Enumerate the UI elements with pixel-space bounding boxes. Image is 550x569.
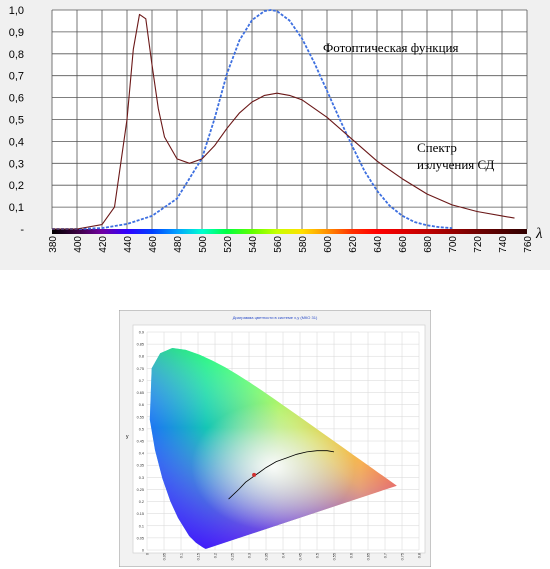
x-tick-label: 580 bbox=[298, 236, 309, 253]
y-tick-label: 1,0 bbox=[9, 5, 24, 17]
x-tick-label: 420 bbox=[98, 236, 109, 253]
y-tick-label: 0,7 bbox=[9, 71, 24, 83]
x-tick-label: 380 bbox=[48, 236, 59, 253]
diagram-x-tick-label: 0.75 bbox=[400, 553, 404, 560]
spectrum-band bbox=[52, 229, 527, 234]
diagram-y-tick-label: 0.65 bbox=[137, 391, 144, 395]
y-tick-labels: 1,0 0,9 0,8 0,7 0,6 0,5 0,4 0,3 0,2 0,1 - bbox=[9, 5, 25, 236]
y-tick-label: 0,6 bbox=[9, 93, 24, 105]
cie-chromaticity-diagram: Диаграмма цветности в системе x,y (МКО 3… bbox=[119, 310, 431, 567]
diagram-x-tick-label: 0 bbox=[145, 553, 149, 555]
x-tick-label: 700 bbox=[448, 236, 459, 253]
diagram-y-tick-label: 0.25 bbox=[137, 488, 144, 492]
led-spectrum-label-line2: излучения СД bbox=[417, 157, 495, 172]
diagram-x-tick-label: 0.65 bbox=[366, 553, 370, 560]
diagram-x-tick-label: 0.6 bbox=[349, 553, 353, 558]
diagram-y-axis-label: y bbox=[126, 434, 129, 440]
x-tick-label: 500 bbox=[198, 236, 209, 253]
y-tick-label: 0,5 bbox=[9, 115, 24, 127]
x-tick-label: 760 bbox=[523, 236, 534, 253]
diagram-y-tick-label: 0.6 bbox=[139, 403, 144, 407]
x-tick-labels: 380 400 420 440 460 480 500 520 540 560 580 600 620 6… bbox=[48, 236, 534, 253]
x-tick-label: 720 bbox=[473, 236, 484, 253]
diagram-x-tick-label: 0.2 bbox=[213, 553, 217, 558]
led-spectrum-label-line1: Спектр bbox=[417, 140, 457, 155]
diagram-y-tick-label: 0.8 bbox=[139, 355, 144, 359]
diagram-y-tick-labels: 0.9 0.85 0.8 0.75 0.7 0.65 0.6 0.55 0.5 0.45 0.4 0.… bbox=[137, 331, 144, 553]
diagram-x-tick-label: 0.15 bbox=[196, 553, 200, 560]
x-tick-label: 480 bbox=[173, 236, 184, 253]
diagram-y-tick-label: 0.15 bbox=[137, 512, 144, 516]
photopic-function-line bbox=[52, 9, 453, 230]
diagram-y-tick-label: 0 bbox=[142, 549, 144, 553]
diagram-title: Диаграмма цветности в системе x,y (МКО 3… bbox=[233, 315, 318, 320]
led-chromaticity-point bbox=[252, 472, 257, 477]
grid bbox=[51, 9, 528, 229]
diagram-y-tick-label: 0.75 bbox=[137, 367, 144, 371]
diagram-x-tick-label: 0.45 bbox=[298, 553, 302, 560]
x-tick-label: 400 bbox=[73, 236, 84, 253]
x-tick-label: 560 bbox=[273, 236, 284, 253]
diagram-y-tick-label: 0.1 bbox=[139, 524, 144, 528]
diagram-y-tick-label: 0.5 bbox=[139, 427, 144, 431]
y-tick-label: 0,8 bbox=[9, 49, 24, 61]
planckian-locus-curve bbox=[228, 450, 335, 500]
diagram-x-tick-label: 0.05 bbox=[162, 553, 166, 560]
diagram-y-tick-label: 0.3 bbox=[139, 476, 144, 480]
diagram-y-tick-label: 0.35 bbox=[137, 464, 144, 468]
diagram-x-tick-label: 0.55 bbox=[332, 553, 336, 560]
spectrum-chart: 1,0 0,9 0,8 0,7 0,6 0,5 0,4 0,3 0,2 0,1 - 380 400 42… bbox=[0, 0, 550, 270]
visible-spectrum-bar bbox=[52, 229, 527, 234]
led-spectrum-line bbox=[52, 13, 515, 230]
diagram-y-tick-label: 0.7 bbox=[139, 379, 144, 383]
y-tick-label: - bbox=[20, 224, 24, 236]
diagram-x-tick-label: 0.4 bbox=[281, 553, 285, 558]
diagram-y-tick-label: 0.05 bbox=[137, 536, 144, 540]
diagram-x-tick-label: 0.25 bbox=[230, 553, 234, 560]
x-tick-label: 680 bbox=[423, 236, 434, 253]
x-tick-label: 660 bbox=[398, 236, 409, 253]
diagram-y-tick-label: 0.85 bbox=[137, 343, 144, 347]
diagram-y-tick-label: 0.2 bbox=[139, 500, 144, 504]
y-tick-label: 0,9 bbox=[9, 27, 24, 39]
y-tick-label: 0,4 bbox=[9, 136, 24, 148]
diagram-x-tick-label: 0.8 bbox=[417, 553, 421, 558]
diagram-y-tick-label: 0.45 bbox=[137, 440, 144, 444]
diagram-x-tick-labels: 0 0.05 0.1 0.15 0.2 0.25 0.3 0.35 0.4 0.45 0.5 0.55… bbox=[145, 553, 421, 560]
y-tick-label: 0,3 bbox=[9, 158, 24, 170]
diagram-y-tick-label: 0.4 bbox=[139, 452, 144, 456]
diagram-x-tick-label: 0.7 bbox=[383, 553, 387, 558]
x-tick-label: 460 bbox=[148, 236, 159, 253]
x-tick-label: 640 bbox=[373, 236, 384, 253]
wavelength-symbol: λ bbox=[535, 226, 543, 242]
diagram-x-tick-label: 0.3 bbox=[247, 553, 251, 558]
diagram-y-tick-label: 0.9 bbox=[139, 331, 144, 335]
x-tick-label: 600 bbox=[323, 236, 334, 253]
y-tick-label: 0,2 bbox=[9, 180, 24, 192]
photopic-function-label: Фотоптическая функция bbox=[323, 40, 459, 55]
y-tick-label: 0,1 bbox=[9, 202, 24, 214]
diagram-y-tick-label: 0.55 bbox=[137, 415, 144, 419]
x-tick-label: 540 bbox=[248, 236, 259, 253]
x-tick-label: 740 bbox=[498, 236, 509, 253]
diagram-x-tick-label: 0.5 bbox=[315, 553, 319, 558]
diagram-x-tick-label: 0.35 bbox=[264, 553, 268, 560]
x-tick-label: 520 bbox=[223, 236, 234, 253]
diagram-x-tick-label: 0.1 bbox=[179, 553, 183, 558]
series-lines bbox=[52, 9, 515, 230]
x-tick-label: 620 bbox=[348, 236, 359, 253]
x-tick-label: 440 bbox=[123, 236, 134, 253]
